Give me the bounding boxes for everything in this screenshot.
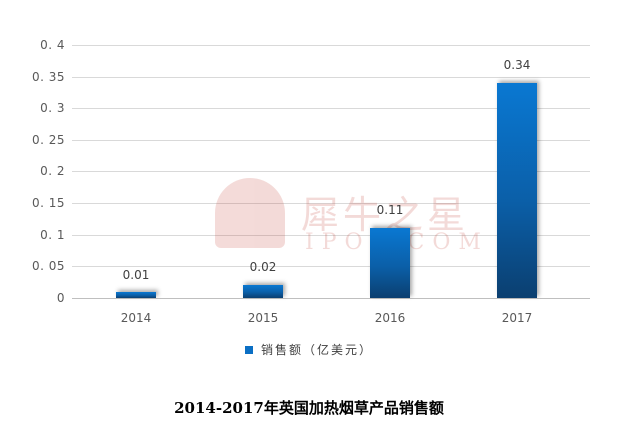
gridline — [72, 203, 590, 204]
x-tick: 2014 — [120, 311, 152, 325]
legend: 销售额（亿美元） — [245, 341, 373, 358]
gridline — [72, 45, 590, 46]
gridline — [72, 171, 590, 172]
bar-2015 — [243, 285, 283, 298]
bar-2014 — [116, 292, 156, 298]
gridline — [72, 108, 590, 109]
gridline — [72, 140, 590, 141]
x-axis-line — [72, 298, 590, 299]
legend-swatch — [245, 345, 253, 354]
y-tick: 0. 05 — [31, 259, 65, 273]
y-tick: 0. 3 — [40, 101, 65, 115]
y-tick: 0. 35 — [31, 70, 65, 84]
data-label: 0.11 — [376, 203, 404, 217]
y-tick: 0. 4 — [40, 38, 65, 52]
x-tick: 2017 — [501, 311, 533, 325]
gridline — [72, 77, 590, 78]
gridline — [72, 235, 590, 236]
legend-label: 销售额（亿美元） — [261, 343, 374, 357]
data-label: 0.02 — [249, 260, 277, 274]
y-tick: 0. 25 — [31, 133, 65, 147]
data-label: 0.01 — [122, 268, 150, 282]
bar-2017 — [497, 83, 537, 298]
data-label: 0.34 — [503, 58, 531, 72]
bar-2016 — [370, 228, 410, 298]
y-tick: 0. 2 — [40, 164, 65, 178]
y-tick: 0 — [56, 291, 65, 305]
rhino-logo-icon — [215, 178, 285, 248]
x-tick: 2016 — [374, 311, 406, 325]
y-tick: 0. 1 — [40, 228, 65, 242]
y-tick: 0. 15 — [31, 196, 65, 210]
gridline — [72, 266, 590, 267]
chart-title: 2014-2017年英国加热烟草产品销售额 — [174, 399, 444, 417]
x-tick: 2015 — [247, 311, 279, 325]
